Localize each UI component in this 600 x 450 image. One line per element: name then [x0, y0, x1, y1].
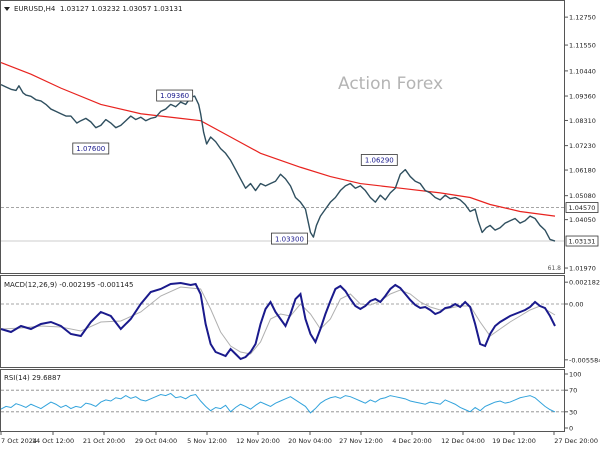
- level-price-box: [565, 202, 599, 213]
- rsi-tick-label: 70: [569, 387, 577, 395]
- x-tick-label: 21 Oct 20:00: [83, 437, 125, 445]
- price-annotation-box: [72, 142, 110, 155]
- macd-signal-line: [0, 286, 556, 355]
- price-annotation-label: 1.09360: [160, 92, 189, 100]
- x-tick-label: 20 Nov 04:00: [288, 437, 332, 445]
- current-price-label: 1.03131: [569, 238, 596, 246]
- price-annotation-box: [156, 89, 194, 102]
- price-tick-label: 1.06180: [569, 167, 596, 175]
- rsi-title: RSI(14) 29.6887: [4, 374, 61, 382]
- price-tick-label: 1.05080: [569, 192, 596, 200]
- macd-tick-label: 0.00: [569, 301, 583, 309]
- price-tick-label: 1.04050: [569, 216, 596, 224]
- price-tick-label: 1.07230: [569, 142, 596, 150]
- price-tick-label: 1.01970: [569, 265, 596, 273]
- price-annotation-label: 1.03300: [275, 235, 304, 243]
- x-tick-label: 7 Oct 2024: [1, 437, 37, 445]
- price-series-line: [0, 83, 556, 242]
- watermark: Action Forex: [338, 74, 443, 94]
- x-tick-label: 4 Dec 20:00: [392, 437, 432, 445]
- x-tick-label: 19 Dec 12:00: [492, 437, 536, 445]
- x-tick-label: 29 Oct 04:00: [135, 437, 177, 445]
- rsi-tick-label: 100: [569, 371, 581, 379]
- x-tick-label: 12 Dec 04:00: [441, 437, 485, 445]
- moving-average-line: [0, 61, 556, 217]
- x-tick-label: 5 Nov 12:00: [187, 437, 227, 445]
- macd-tick-label: -0.005584: [569, 356, 600, 364]
- macd-line: [0, 281, 556, 361]
- fib-level-label: 61.8: [548, 265, 562, 272]
- macd-title: MACD(12,26,9) -0.002195 -0.001145: [4, 281, 133, 289]
- rsi-panel-frame: [0, 369, 565, 432]
- symbol-label: EURUSD,H4: [14, 5, 56, 13]
- price-panel-frame: [0, 0, 565, 274]
- ohlc-readout: 1.03127 1.03232 1.03057 1.03131: [60, 5, 182, 13]
- x-tick-label: 27 Dec 20:00: [554, 437, 598, 445]
- price-tick-label: 1.12750: [569, 14, 596, 22]
- x-tick-label: 27 Nov 12:00: [339, 437, 383, 445]
- x-tick-label: 14 Oct 12:00: [32, 437, 74, 445]
- price-annotation-box: [271, 232, 308, 245]
- price-annotation-box: [360, 154, 398, 166]
- macd-panel-frame: [0, 275, 565, 368]
- price-tick-label: 1.10440: [569, 67, 596, 75]
- price-tick-label: 1.11550: [569, 42, 596, 50]
- price-tick-label: 1.09360: [569, 93, 596, 101]
- rsi-line: [0, 392, 556, 414]
- rsi-tick-label: 30: [569, 408, 577, 416]
- price-annotation-label: 1.06290: [365, 157, 394, 165]
- x-tick-label: 12 Nov 20:00: [236, 437, 280, 445]
- price-tick-label: 1.08310: [569, 117, 596, 125]
- rsi-tick-label: 0: [569, 425, 573, 433]
- price-annotation-label: 1.07600: [76, 145, 105, 153]
- macd-tick-label: 0.002182: [569, 279, 600, 287]
- current-price-box: [565, 235, 599, 247]
- dropdown-triangle-icon: [4, 7, 10, 11]
- level-price-label: 1.04570: [569, 204, 596, 212]
